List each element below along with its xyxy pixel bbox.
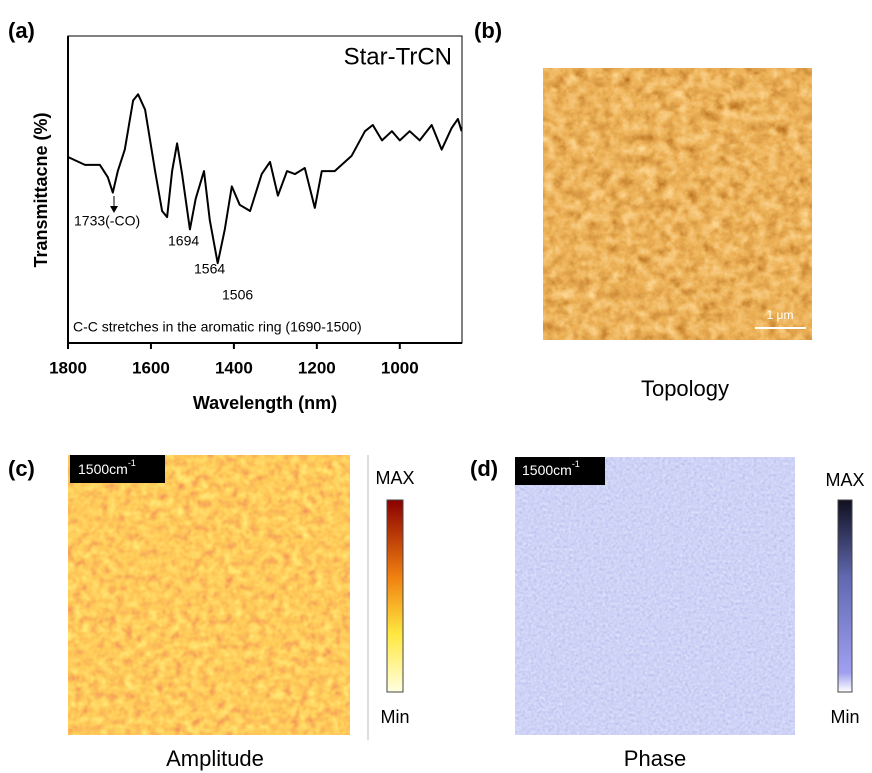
tag-box	[515, 457, 605, 485]
x-tick-label: 1600	[132, 358, 170, 377]
chart-title: Star-TrCN	[344, 43, 452, 70]
colorbar	[837, 499, 853, 693]
annotation: 1564	[194, 261, 225, 277]
colorbar	[386, 499, 404, 693]
caption: Amplitude	[166, 746, 264, 771]
y-axis-label: Transmittacne (%)	[31, 112, 51, 267]
colorbar-min: Min	[830, 707, 859, 727]
x-tick-label: 1800	[49, 358, 87, 377]
tag-text: 1500cm	[78, 461, 128, 477]
annotation: 1733(-CO)	[74, 213, 140, 229]
panel-label: (b)	[474, 18, 502, 43]
x-tick-label: 1200	[298, 358, 336, 377]
annotation: 1694	[168, 233, 199, 249]
x-tick-label: 1400	[215, 358, 253, 377]
tag: 1500cm-1	[522, 459, 580, 477]
panel-label: (c)	[8, 456, 35, 481]
plot-frame	[67, 35, 463, 344]
topology-image	[543, 68, 812, 340]
spectrum-line	[67, 93, 463, 265]
scale-bar-label: 1 μm	[767, 308, 794, 322]
tag: 1500cm-1	[78, 458, 136, 476]
tag-text: 1500cm	[522, 462, 572, 478]
x-axis-label: Wavelength (nm)	[193, 393, 337, 413]
annotation: 1506	[222, 287, 253, 303]
caption: Phase	[624, 746, 686, 771]
spectrum-plot: Star-TrCN Wavelength (nm) Transmittacne …	[31, 35, 463, 413]
amplitude-image	[68, 455, 350, 735]
panel-label: (a)	[8, 18, 35, 43]
tag-sup: -1	[128, 458, 136, 468]
caption: Topology	[641, 376, 729, 401]
phase-image	[515, 457, 795, 735]
panel-label: (d)	[470, 456, 498, 481]
tag-sup: -1	[572, 459, 580, 469]
x-tick-label: 1000	[381, 358, 419, 377]
annotation: C-C stretches in the aromatic ring (1690…	[73, 319, 362, 335]
colorbar-max: MAX	[375, 468, 414, 488]
colorbar-max: MAX	[825, 470, 864, 490]
colorbar-min: Min	[380, 707, 409, 727]
arrow-head	[110, 206, 118, 213]
tag-box	[70, 455, 165, 483]
